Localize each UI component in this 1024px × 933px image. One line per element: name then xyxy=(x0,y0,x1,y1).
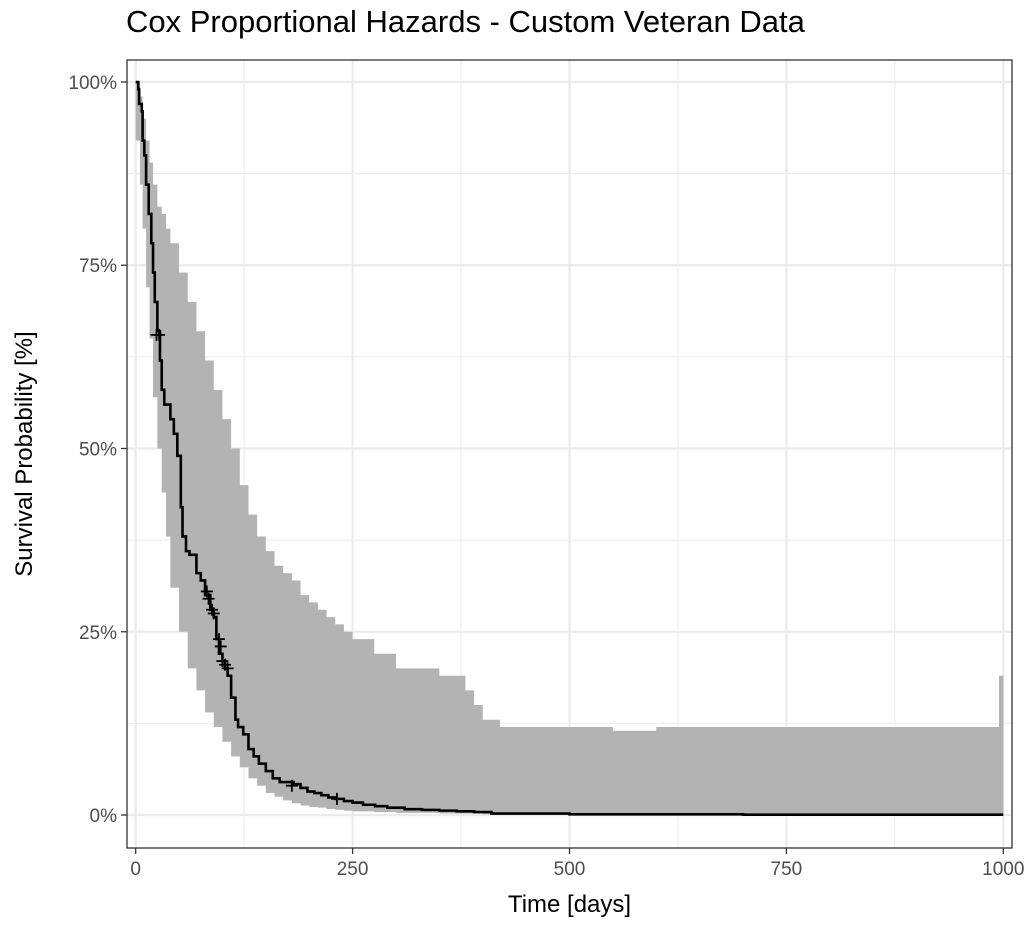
x-tick-label: 1000 xyxy=(982,859,1024,880)
y-axis: 0% 25% 50% 75% 100% xyxy=(68,73,127,827)
censor-marks-layer xyxy=(150,328,343,805)
x-tick-label: 500 xyxy=(554,859,586,880)
y-tick-label: 25% xyxy=(79,623,117,644)
censor-mark xyxy=(285,779,298,792)
censor-mark xyxy=(212,633,225,646)
y-tick-label: 0% xyxy=(90,806,118,827)
confidence-ribbon-layer xyxy=(135,81,1004,815)
y-tick-label: 100% xyxy=(68,73,117,94)
y-axis-title: Survival Probability [%] xyxy=(11,331,38,576)
x-tick-label: 0 xyxy=(130,859,141,880)
y-tick-label: 50% xyxy=(79,440,117,461)
censor-mark xyxy=(221,662,234,675)
censor-mark xyxy=(330,792,343,805)
y-tick-label: 75% xyxy=(79,256,117,277)
chart-title: Cox Proportional Hazards - Custom Vetera… xyxy=(126,4,805,39)
confidence-band xyxy=(135,81,1004,815)
censor-mark xyxy=(214,640,227,653)
censor-mark xyxy=(153,328,166,341)
x-axis: 0 250 500 750 1000 xyxy=(130,848,1024,880)
x-tick-label: 750 xyxy=(771,859,803,880)
x-tick-label: 250 xyxy=(337,859,369,880)
censor-mark xyxy=(202,592,215,605)
x-axis-title: Time [days] xyxy=(508,891,631,918)
censor-mark xyxy=(207,607,220,620)
censor-mark xyxy=(200,585,213,598)
